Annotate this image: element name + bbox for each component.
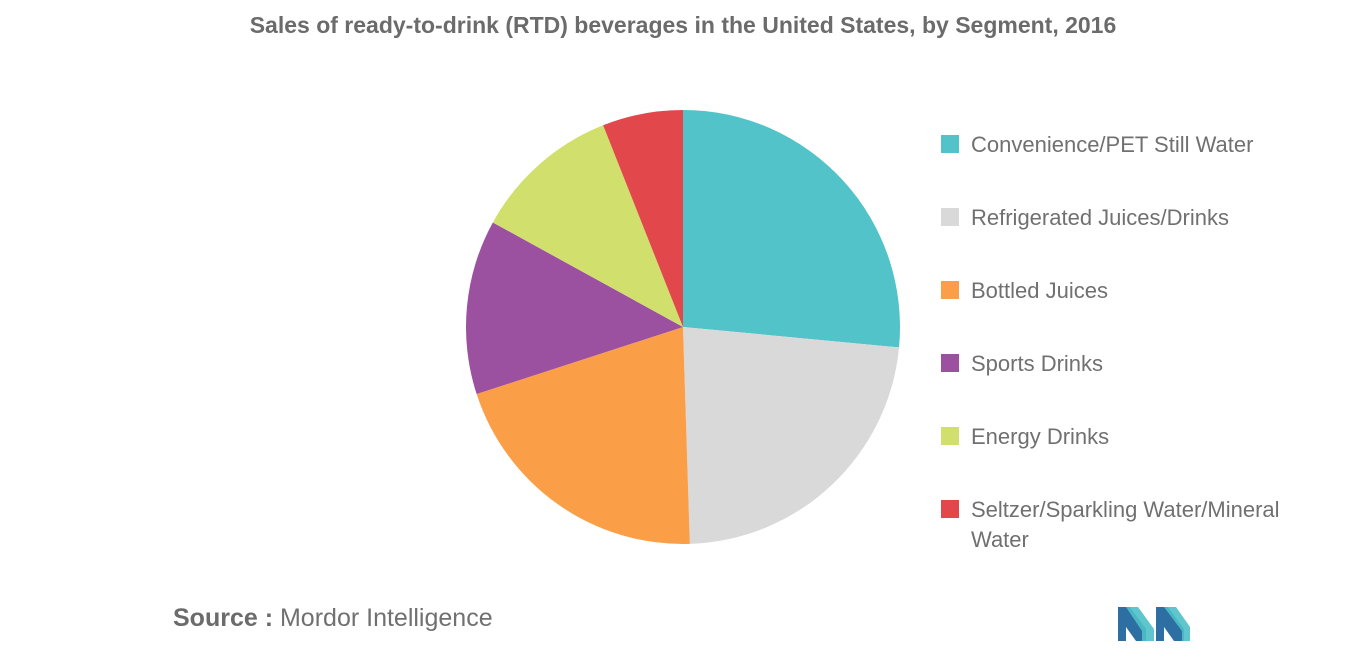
pie-slice-refrigerated-juices-drinks <box>683 327 900 544</box>
pie-slice-bottled-juices <box>476 327 690 545</box>
legend-item: Seltzer/Sparkling Water/Mineral Water <box>941 495 1341 555</box>
pie-slice-convenience-pet-still-water <box>683 110 900 348</box>
source-text: Mordor Intelligence <box>279 604 493 632</box>
legend-label: Convenience/PET Still Water <box>971 132 1254 157</box>
legend-item: Refrigerated Juices/Drinks <box>941 203 1341 233</box>
pie-slices <box>466 110 900 545</box>
mordor-intelligence-logo-icon <box>1118 607 1190 641</box>
legend-item: Bottled Juices <box>941 276 1341 306</box>
legend-label: Refrigerated Juices/Drinks <box>971 205 1229 230</box>
legend-swatch <box>941 427 959 445</box>
legend-swatch <box>941 208 959 226</box>
source-label: Source : <box>173 604 274 632</box>
legend-label: Energy Drinks <box>971 424 1110 449</box>
source-note: Source : Mordor Intelligence <box>173 604 493 633</box>
legend-label: Sports Drinks <box>971 351 1104 376</box>
legend-swatch <box>941 354 959 372</box>
legend-swatch <box>941 281 959 299</box>
pie-slice-sports-drinks <box>466 222 683 395</box>
pie-slice-seltzer-sparkling-water-mineral-water <box>603 110 683 327</box>
legend-swatch <box>941 135 959 153</box>
chart-title: Sales of ready-to-drink (RTD) beverages … <box>249 12 1117 38</box>
legend-item: Convenience/PET Still Water <box>941 130 1341 160</box>
legend-swatch <box>941 500 959 518</box>
legend-item: Energy Drinks <box>941 422 1341 452</box>
legend-item: Sports Drinks <box>941 349 1341 379</box>
legend-label: Seltzer/Sparkling Water/Mineral Water <box>971 497 1280 552</box>
pie-slice-energy-drinks <box>492 125 683 328</box>
legend-label: Bottled Juices <box>971 278 1108 303</box>
